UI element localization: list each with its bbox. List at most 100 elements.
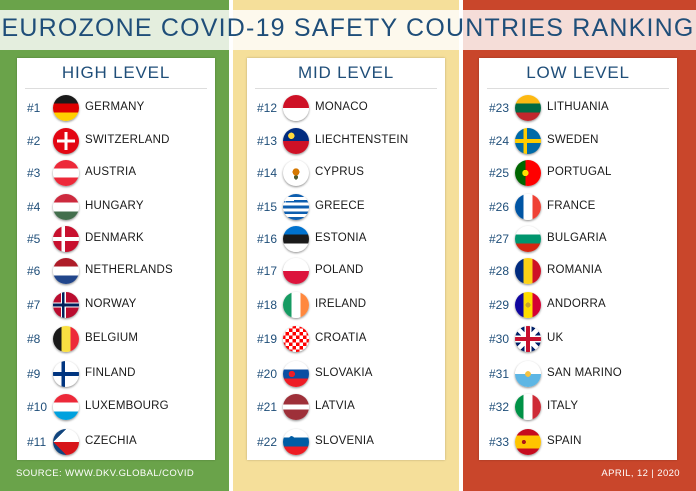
rank-number: #7: [27, 298, 41, 312]
high-level-panel: HIGH LEVEL #1 GERMANY #2 SWITZERLAND #3 AUSTR…: [17, 58, 215, 460]
country-name: SPAIN: [547, 435, 582, 447]
rank-number: #16: [257, 232, 278, 246]
rank-number: #5: [27, 232, 41, 246]
rank-number: #6: [27, 264, 41, 278]
rank-number: #2: [27, 134, 41, 148]
ranking-row: #24 SWEDEN: [479, 127, 677, 155]
mid-level-panel: MID LEVEL #12 MONACO #13 LIECHTENSTEIN #14 CY…: [247, 58, 445, 460]
rank-number: #13: [257, 134, 278, 148]
ranking-row: #6 NETHERLANDS: [17, 257, 215, 285]
country-name: DENMARK: [85, 232, 144, 244]
ranking-row: #26 FRANCE: [479, 193, 677, 221]
ranking-row: #19 CROATIA: [247, 325, 445, 353]
ranking-row: #2 SWITZERLAND: [17, 127, 215, 155]
ranking-row: #5 DENMARK: [17, 225, 215, 253]
country-name: ANDORRA: [547, 298, 606, 310]
ranking-row: #17 POLAND: [247, 257, 445, 285]
ranking-row: #13 LIECHTENSTEIN: [247, 127, 445, 155]
country-name: CYPRUS: [315, 166, 365, 178]
ranking-row: #3 AUSTRIA: [17, 159, 215, 187]
country-name: MONACO: [315, 101, 368, 113]
rank-number: #4: [27, 200, 41, 214]
column-heading: HIGH LEVEL: [61, 63, 171, 82]
sweden-flag-icon: [515, 128, 541, 154]
ranking-row: #18 IRELAND: [247, 291, 445, 319]
luxembourg-flag-icon: [53, 394, 79, 420]
ranking-row: #10 LUXEMBOURG: [17, 393, 215, 421]
bulgaria-flag-icon: [515, 226, 541, 252]
country-name: GREECE: [315, 200, 365, 212]
country-name: BULGARIA: [547, 232, 607, 244]
rank-number: #8: [27, 332, 41, 346]
rank-number: #10: [27, 400, 48, 414]
column-heading: LOW LEVEL: [526, 63, 630, 82]
heading-divider: [255, 88, 437, 89]
ranking-row: #9 FINLAND: [17, 360, 215, 388]
country-name: NETHERLANDS: [85, 264, 173, 276]
ranking-row: #1 GERMANY: [17, 94, 215, 122]
ranking-row: #21 LATVIA: [247, 393, 445, 421]
rank-number: #25: [489, 166, 510, 180]
france-flag-icon: [515, 194, 541, 220]
ranking-row: #12 MONACO: [247, 94, 445, 122]
heading-divider: [25, 88, 207, 89]
country-name: ESTONIA: [315, 232, 367, 244]
ranking-row: #23 LITHUANIA: [479, 94, 677, 122]
cyprus-flag-icon: [283, 160, 309, 186]
country-name: NORWAY: [85, 298, 137, 310]
rank-number: #15: [257, 200, 278, 214]
rank-number: #21: [257, 400, 278, 414]
country-name: PORTUGAL: [547, 166, 612, 178]
rank-number: #9: [27, 367, 41, 381]
rank-number: #3: [27, 166, 41, 180]
country-name: IRELAND: [315, 298, 367, 310]
country-name: SLOVENIA: [315, 435, 375, 447]
andorra-flag-icon: [515, 292, 541, 318]
greece-flag-icon: [283, 194, 309, 220]
rank-number: #33: [489, 435, 510, 449]
ranking-row: #28 ROMANIA: [479, 257, 677, 285]
country-name: GERMANY: [85, 101, 145, 113]
country-name: HUNGARY: [85, 200, 144, 212]
country-name: SAN MARINO: [547, 367, 622, 379]
country-name: SLOVAKIA: [315, 367, 373, 379]
ranking-row: #20 SLOVAKIA: [247, 360, 445, 388]
hungary-flag-icon: [53, 194, 79, 220]
liechtenstein-flag-icon: [283, 128, 309, 154]
rank-number: #29: [489, 298, 510, 312]
country-name: LATVIA: [315, 400, 355, 412]
date-footer: APRIL, 12 | 2020: [601, 468, 680, 479]
ranking-row: #27 BULGARIA: [479, 225, 677, 253]
ranking-row: #15 GREECE: [247, 193, 445, 221]
ranking-row: #16 ESTONIA: [247, 225, 445, 253]
country-name: SWEDEN: [547, 134, 599, 146]
country-name: LUXEMBOURG: [85, 400, 169, 412]
heading-divider: [487, 88, 669, 89]
rank-number: #11: [27, 435, 47, 449]
poland-flag-icon: [283, 258, 309, 284]
country-name: FRANCE: [547, 200, 596, 212]
rank-number: #1: [27, 101, 41, 115]
ranking-row: #22 SLOVENIA: [247, 428, 445, 456]
rank-number: #19: [257, 332, 278, 346]
low-level-panel: LOW LEVEL #23 LITHUANIA #24 SWEDEN #25 PORTUG…: [479, 58, 677, 460]
ranking-row: #8 BELGIUM: [17, 325, 215, 353]
rank-number: #17: [257, 264, 278, 278]
ranking-row: #29 ANDORRA: [479, 291, 677, 319]
ranking-row: #11 CZECHIA: [17, 428, 215, 456]
norway-flag-icon: [53, 292, 79, 318]
ranking-row: #14 CYPRUS: [247, 159, 445, 187]
country-name: CZECHIA: [85, 435, 137, 447]
czechia-flag-icon: [53, 429, 79, 455]
country-name: AUSTRIA: [85, 166, 137, 178]
lithuania-flag-icon: [515, 95, 541, 121]
uk-flag-icon: [515, 326, 541, 352]
country-name: ROMANIA: [547, 264, 603, 276]
rank-number: #30: [489, 332, 510, 346]
san-marino-flag-icon: [515, 361, 541, 387]
netherlands-flag-icon: [53, 258, 79, 284]
belgium-flag-icon: [53, 326, 79, 352]
denmark-flag-icon: [53, 226, 79, 252]
rank-number: #32: [489, 400, 510, 414]
